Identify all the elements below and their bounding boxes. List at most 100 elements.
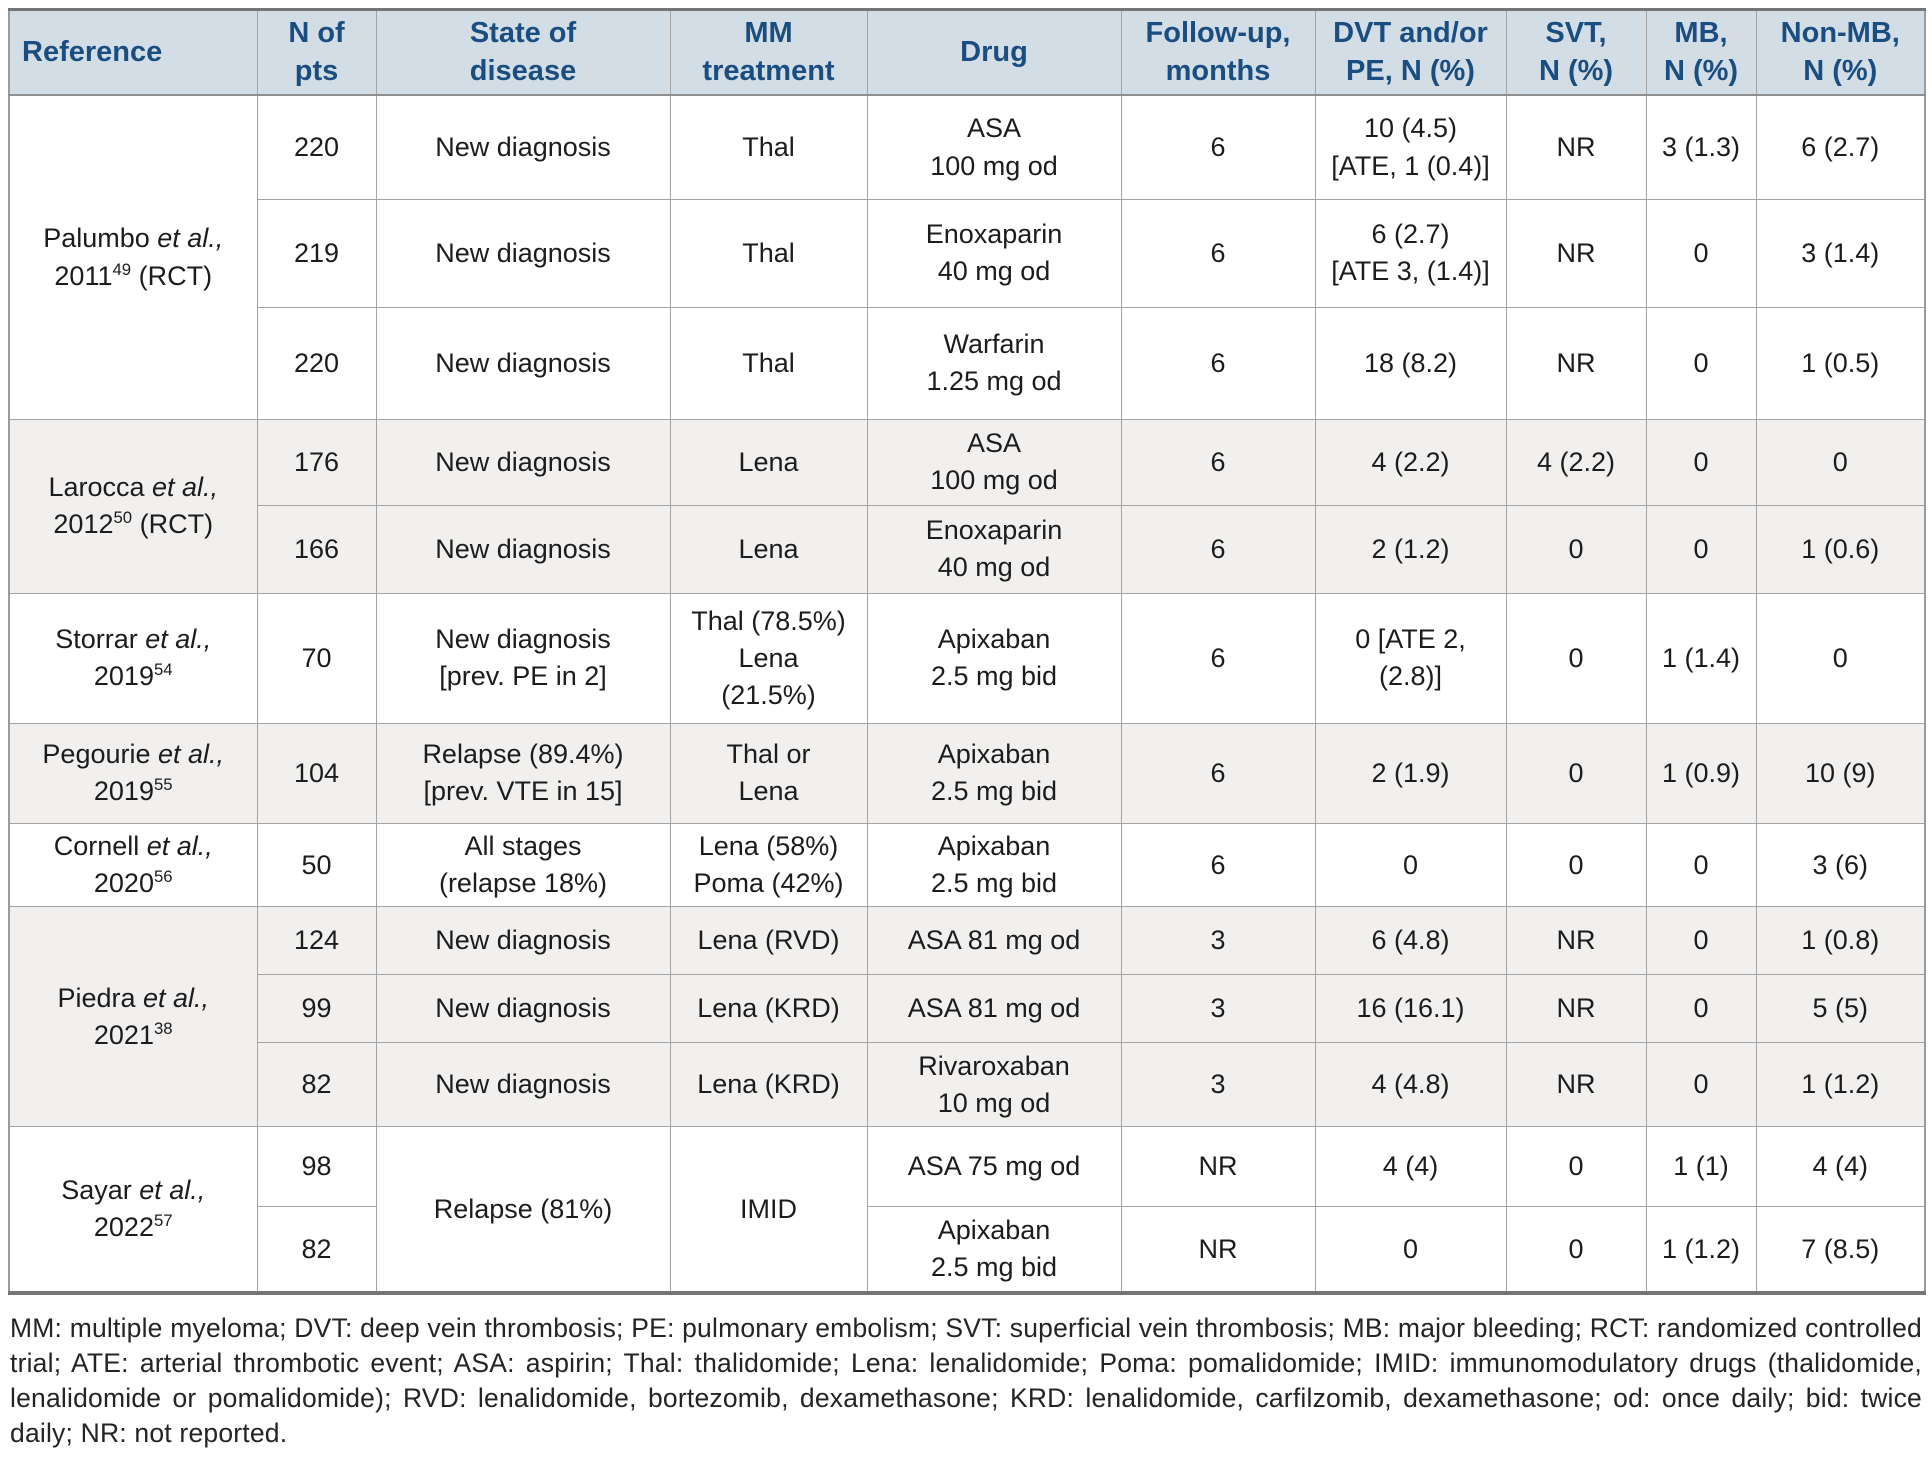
cell-treatment: Lena (669, 504, 868, 594)
cell-mb: 0 (1645, 418, 1757, 506)
cell-svt: 0 (1505, 822, 1647, 908)
cell-followup: 6 (1120, 504, 1316, 594)
cell-dvt-pe: 10 (4.5) [ATE, 1 (0.4)] (1314, 94, 1507, 200)
column-header-svt: SVT, N (%) (1505, 9, 1647, 97)
cell-mb: 3 (1.3) (1645, 94, 1757, 200)
column-header-drug: Drug (866, 9, 1122, 97)
table-row: 220 New diagnosis Thal Warfarin 1.25 mg od 6 1… (9, 306, 1926, 420)
column-header-mb: MB, N (%) (1645, 9, 1757, 97)
cell-svt: 0 (1505, 1206, 1647, 1294)
cell-mb: 1 (1.4) (1645, 592, 1757, 724)
cell-state: New diagnosis (375, 504, 671, 594)
reference-cell: Storrar et al., 201954 (8, 592, 258, 724)
cell-treatment: Thal (669, 94, 868, 200)
cell-n-pts: 50 (256, 822, 377, 908)
cell-non-mb: 4 (4) (1755, 1126, 1926, 1208)
cell-treatment: Lena (KRD) (669, 974, 868, 1044)
column-header-state-of: State of disease (375, 9, 671, 97)
cell-n-pts: 220 (256, 306, 377, 420)
cell-drug: ASA 100 mg od (866, 418, 1122, 506)
cell-state: New diagnosis (375, 906, 671, 976)
cell-followup: 6 (1120, 198, 1316, 308)
cell-drug: Apixaban 2.5 mg bid (866, 1206, 1122, 1294)
abbreviations-footnote: MM: multiple myeloma; DVT: deep vein thr… (10, 1312, 1922, 1448)
table-row: Palumbo et al., 201149 (RCT) 220 New diagno… (8, 94, 1926, 420)
column-header-n-of: N of pts (256, 9, 377, 97)
cell-drug: Enoxaparin 40 mg od (866, 198, 1122, 308)
cell-treatment: Thal (78.5%) Lena (21.5%) (669, 592, 868, 724)
cell-followup: NR (1120, 1126, 1316, 1208)
table-row: Storrar et al., 201954 70 New diagnosis [pre… (8, 592, 1926, 724)
cell-svt: NR (1505, 198, 1647, 308)
cell-svt: 4 (2.2) (1505, 418, 1647, 506)
cell-dvt-pe: 4 (2.2) (1314, 418, 1507, 506)
cell-non-mb: 1 (0.6) (1755, 504, 1926, 594)
cell-state: Relapse (89.4%) [prev. VTE in 15] (375, 722, 671, 824)
cell-dvt-pe: 6 (4.8) (1314, 906, 1507, 976)
cell-state: New diagnosis [prev. PE in 2] (375, 592, 671, 724)
cell-mb: 0 (1645, 974, 1757, 1044)
cell-followup: 3 (1120, 906, 1316, 976)
cell-treatment: Lena (KRD) (669, 1042, 868, 1128)
table-row: 219 New diagnosis Thal Enoxaparin 40 mg od 6 6… (9, 198, 1926, 308)
table-body: Palumbo et al., 201149 (RCT) 220 New diagno… (8, 94, 1926, 1294)
cell-non-mb: 5 (5) (1755, 974, 1926, 1044)
cell-followup: 6 (1120, 306, 1316, 420)
cell-non-mb: 0 (1755, 418, 1926, 506)
cell-drug: Apixaban 2.5 mg bid (866, 722, 1122, 824)
cell-dvt-pe: 0 (1314, 822, 1507, 908)
cell-n-pts: 70 (256, 592, 377, 724)
cell-state: New diagnosis (375, 198, 671, 308)
cell-svt: 0 (1505, 592, 1647, 724)
cell-svt: NR (1505, 906, 1647, 976)
cell-n-pts: 99 (256, 974, 377, 1044)
table-row: Pegourie et al., 201955 104 Relapse (89.4%)… (8, 722, 1926, 824)
cell-n-pts: 176 (256, 418, 377, 506)
cell-treatment: Lena (RVD) (669, 906, 868, 976)
cell-n-pts: 104 (256, 722, 377, 824)
table-row: 166 New diagnosis Lena Enoxaparin 40 mg od 6 2… (9, 504, 1926, 594)
table-row: 99 New diagnosis Lena (KRD) ASA 81 mg od 3 16… (9, 974, 1926, 1044)
column-header-mm: MM treatment (669, 9, 868, 97)
cell-mb: 0 (1645, 906, 1757, 976)
cell-treatment: Thal (669, 198, 868, 308)
reference-cell: Sayar et al., 202257 (8, 1126, 258, 1294)
cell-n-pts: 124 (256, 906, 377, 976)
cell-n-pts: 166 (256, 504, 377, 594)
cell-dvt-pe: 2 (1.9) (1314, 722, 1507, 824)
cell-svt: 0 (1505, 722, 1647, 824)
cell-drug: Rivaroxaban 10 mg od (866, 1042, 1122, 1128)
column-header-follow-up: Follow-up, months (1120, 9, 1316, 97)
cell-followup: 3 (1120, 974, 1316, 1044)
cell-treatment: Thal or Lena (669, 722, 868, 824)
cell-dvt-pe: 4 (4.8) (1314, 1042, 1507, 1128)
cell-mb: 1 (1.2) (1645, 1206, 1757, 1294)
column-header-reference: Reference (8, 9, 258, 97)
cell-n-pts: 82 (256, 1206, 377, 1294)
cell-svt: 0 (1505, 504, 1647, 594)
cell-n-pts: 220 (256, 94, 377, 200)
cell-n-pts: 219 (256, 198, 377, 308)
reference-cell: Pegourie et al., 201955 (8, 722, 258, 824)
cell-n-pts: 82 (256, 1042, 377, 1128)
cell-drug: Warfarin 1.25 mg od (866, 306, 1122, 420)
cell-non-mb: 1 (0.8) (1755, 906, 1926, 976)
cell-dvt-pe: 18 (8.2) (1314, 306, 1507, 420)
cell-svt: 0 (1505, 1126, 1647, 1208)
cell-dvt-pe: 0 (1314, 1206, 1507, 1294)
cell-state: New diagnosis (375, 974, 671, 1044)
cell-state: New diagnosis (375, 94, 671, 200)
cell-dvt-pe: 0 [ATE 2, (2.8)] (1314, 592, 1507, 724)
cell-mb: 0 (1645, 822, 1757, 908)
table-header: Reference N of pts State of disease MM treatme… (8, 9, 1926, 97)
table-row: Sayar et al., 202257 98 Relapse (81%) IMID AS… (8, 1126, 1926, 1294)
cell-treatment: Lena (669, 418, 868, 506)
table-row: 82 New diagnosis Lena (KRD) Rivaroxaban 10 m… (9, 1042, 1926, 1128)
cell-mb: 0 (1645, 306, 1757, 420)
table-row: Piedra et al., 202138 124 New diagnosis Lena… (8, 906, 1926, 1128)
cell-non-mb: 3 (1.4) (1755, 198, 1926, 308)
cell-followup: 3 (1120, 1042, 1316, 1128)
cell-treatment: Lena (58%) Poma (42%) (669, 822, 868, 908)
reference-cell: Cornell et al., 202056 (8, 822, 258, 908)
cell-non-mb: 3 (6) (1755, 822, 1926, 908)
